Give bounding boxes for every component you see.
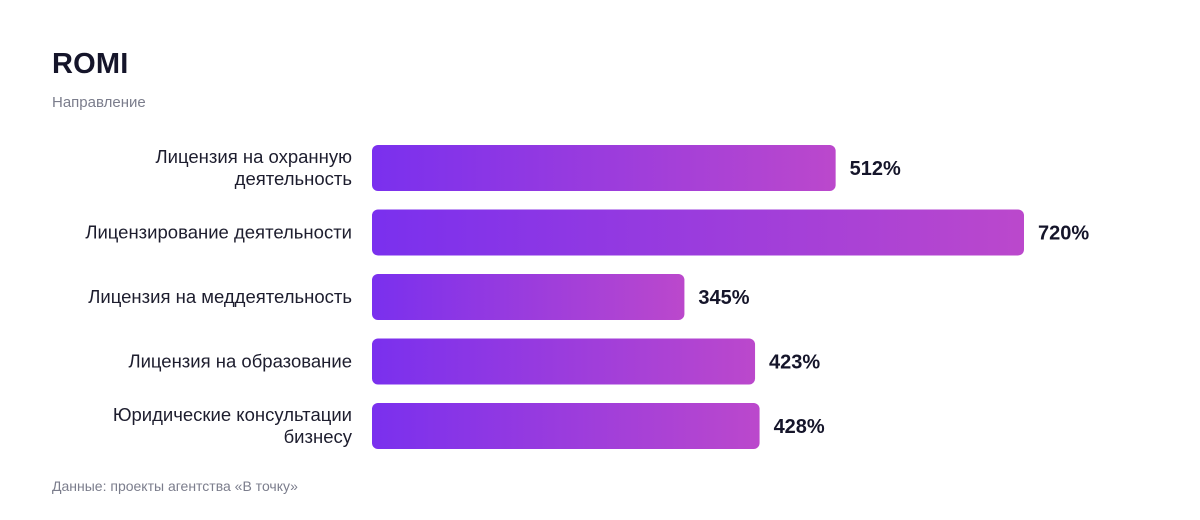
value-label-3: 423%: [769, 352, 820, 374]
bar-3: [372, 338, 756, 385]
category-label-1: Лицензирование деятельности: [85, 222, 352, 243]
category-label-3: Лицензия на образование: [128, 351, 352, 372]
bar-2: [372, 274, 685, 320]
value-label-1: 720%: [1038, 223, 1089, 245]
bars-layer: 512% Лицензия на охранную деятельность 720%…: [85, 145, 1089, 449]
value-label-2: 345%: [698, 287, 749, 309]
chart-subtitle: Направление: [52, 94, 146, 111]
bar-0: [372, 145, 836, 191]
value-label-4: 428%: [774, 416, 825, 438]
source-note: Данные: проекты агентства «В точку»: [52, 478, 298, 494]
chart-title: ROMI: [52, 48, 129, 80]
category-label-0: Лицензия на охранную деятельность: [156, 146, 353, 189]
bar-1: [372, 209, 1024, 256]
category-label-4: Юридические консультации бизнесу: [113, 404, 353, 447]
value-label-0: 512%: [850, 158, 901, 180]
bar-4: [372, 403, 760, 449]
category-label-2: Лицензия на меддеятельность: [88, 286, 352, 307]
